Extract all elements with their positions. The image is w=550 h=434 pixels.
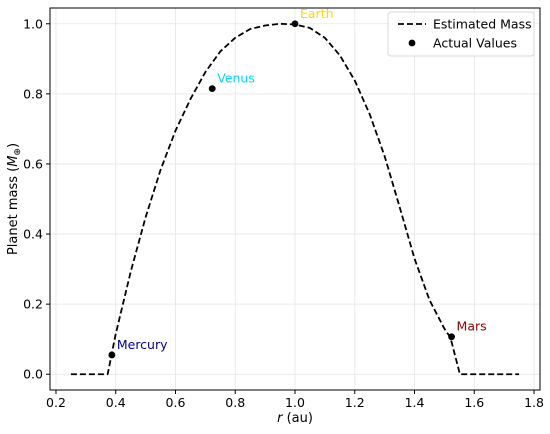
legend-box [387, 11, 535, 57]
x-tick-label-3: 0.8 [225, 395, 245, 410]
x-tick-label-1: 0.4 [106, 395, 126, 410]
x-tick-label-8: 1.8 [524, 395, 544, 410]
y-tick-label-3: 0.6 [23, 156, 43, 171]
point-label-earth: Earth [300, 6, 334, 21]
x-tick-label-7: 1.6 [464, 395, 484, 410]
y-axis-label-suffix: ) [6, 143, 21, 148]
point-earth [291, 20, 299, 28]
point-label-mars: Mars [457, 319, 487, 334]
y-axis-label-symbol: M [6, 156, 21, 167]
y-axis-label-subscript: ⊕ [13, 148, 23, 156]
legend-dot-swatch [408, 39, 416, 47]
x-axis-label: r (au) [277, 411, 313, 426]
axes: 0.2 0.4 0.6 0.8 1.0 1.2 1.4 1.6 1.80.00.20.40.60… [23, 7, 544, 410]
y-tick-label-1: 0.2 [23, 297, 43, 312]
x-axis-unit: (au) [282, 411, 312, 426]
legend: Estimated Mass Actual Values [387, 11, 535, 57]
x-tick-label-6: 1.4 [405, 395, 425, 410]
point-label-venus: Venus [217, 71, 255, 86]
point-venus [208, 85, 216, 93]
y-tick-label-5: 1.0 [23, 16, 43, 31]
estimated-mass-line [70, 22, 520, 376]
x-tick-label-4: 1.0 [285, 395, 305, 410]
point-label-mercury: Mercury [117, 337, 168, 352]
x-tick-label-2: 0.6 [166, 395, 186, 410]
y-axis-label: Planet mass (M⊕) [6, 143, 23, 255]
y-tick-label-0: 0.0 [23, 367, 43, 382]
y-tick-label-2: 0.4 [23, 227, 43, 242]
x-tick-label-5: 1.2 [345, 395, 365, 410]
estimated-mass-line-layer [70, 22, 520, 376]
x-axis-variable: r [277, 411, 284, 426]
y-axis-label-prefix: Planet mass ( [6, 167, 21, 255]
point-mars [448, 333, 455, 341]
actual-values-layer: Mercury Venus Earth Mars [108, 6, 487, 359]
point-mercury [108, 351, 116, 359]
x-tick-label-0: 0.2 [46, 395, 66, 410]
legend-entry-estimated-mass: Estimated Mass [433, 17, 532, 32]
y-tick-label-4: 0.8 [23, 86, 43, 101]
legend-entry-actual-values: Actual Values [433, 36, 517, 51]
grid [50, 8, 540, 390]
